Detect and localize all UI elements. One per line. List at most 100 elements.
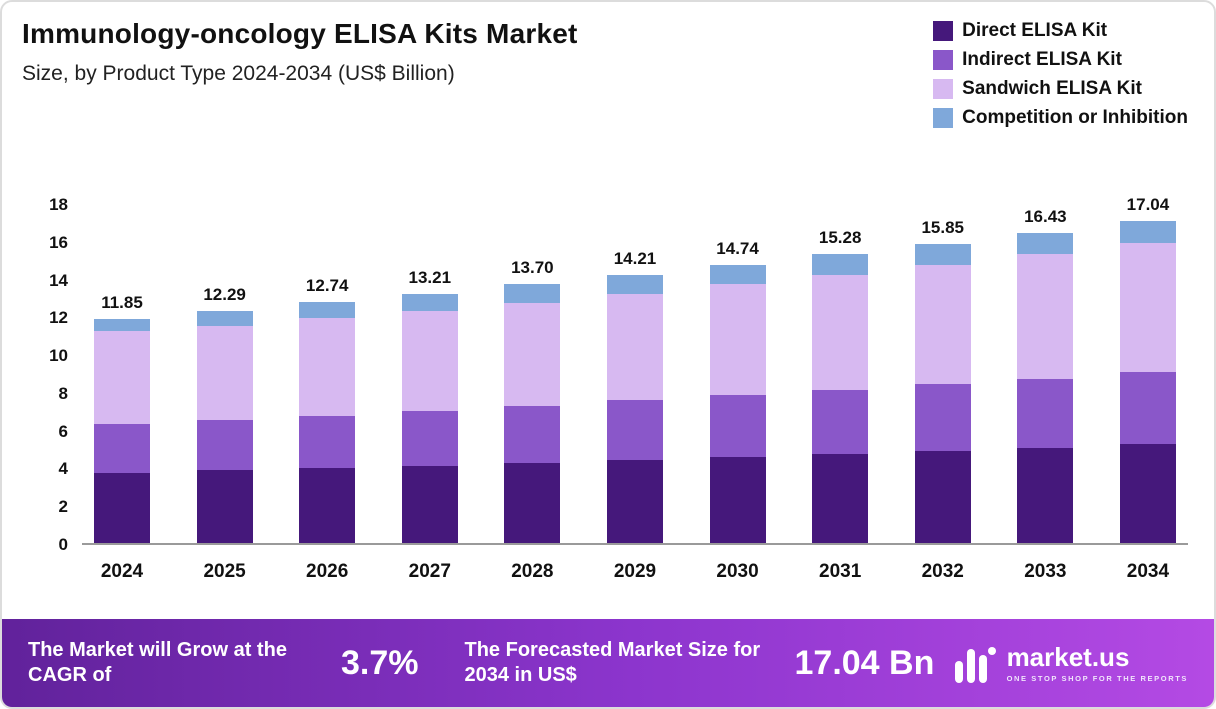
legend-swatch: [933, 21, 954, 41]
bar-segment: [1119, 221, 1176, 243]
stacked-bar: [709, 264, 766, 543]
bar-group: 13.70 2028: [504, 258, 561, 582]
x-axis-label: 2024: [100, 561, 144, 582]
bar-total-label: 12.74: [305, 276, 349, 296]
bar-segment: [504, 462, 561, 543]
x-axis-label: 2025: [203, 561, 246, 582]
x-axis-label: 2031: [819, 561, 862, 582]
stacked-bar: [504, 284, 561, 543]
stacked-bar: [401, 293, 458, 543]
bar-segment: [299, 468, 356, 543]
bar-group: 15.85 2032: [914, 217, 971, 582]
bar-segment: [606, 400, 663, 460]
bar-total-label: 15.85: [921, 217, 965, 237]
bar-segment: [1017, 447, 1074, 543]
bar-group: 12.29 2025: [196, 284, 253, 582]
bar-segment: [914, 384, 971, 452]
bar-segment: [504, 284, 561, 304]
cagr-value: 3.7%: [341, 643, 419, 682]
legend-swatch: [933, 50, 954, 70]
legend-label: Competition or Inhibition: [962, 107, 1188, 128]
bar-segment: [709, 394, 766, 458]
legend-item: Direct ELISA Kit: [933, 20, 1188, 42]
bar-group: 13.21 2027: [401, 267, 458, 582]
bar-segment: [812, 454, 869, 543]
legend: Direct ELISA Kit Indirect ELISA Kit Sandwi…: [933, 18, 1188, 129]
x-axis-label: 2026: [306, 561, 349, 582]
bar-segment: [812, 390, 869, 455]
plot-area: 11.85 2024 12.29 2025 12.74 2026 13.21 2027 13.7…: [82, 195, 1188, 582]
y-tick-label: 10: [49, 346, 68, 366]
bar-group: 15.28 2031: [812, 228, 869, 582]
bar-segment: [504, 303, 561, 407]
y-tick-label: 6: [58, 421, 68, 441]
x-axis-label: 2034: [1126, 561, 1170, 582]
legend-label: Direct ELISA Kit: [962, 20, 1108, 41]
bar-segment: [709, 284, 766, 395]
bar-segment: [1017, 232, 1074, 255]
bar-segment: [914, 243, 971, 266]
bar-segment: [94, 319, 150, 332]
y-tick-label: 16: [49, 232, 68, 252]
bar-group: 16.43 2033: [1017, 207, 1074, 582]
bar-group: 11.85 2024: [94, 293, 150, 582]
bar-segment: [94, 424, 150, 474]
y-tick-label: 0: [58, 535, 68, 554]
bar-segment: [94, 331, 150, 425]
forecast-value: 17.04 Bn: [794, 643, 935, 682]
legend-item: Competition or Inhibition: [933, 107, 1188, 129]
bar-segment: [299, 318, 356, 416]
bar-segment: [914, 451, 971, 543]
y-axis: 18 16 14 12 10 8 6 4 2 0: [30, 195, 74, 554]
bar-total-label: 13.70: [511, 258, 554, 278]
x-axis-label: 2030: [716, 561, 759, 582]
stacked-bar: [914, 243, 971, 543]
footer-banner: The Market will Grow at the CAGR of 3.7%…: [2, 619, 1214, 707]
bar-total-label: 14.74: [716, 238, 759, 258]
stacked-bar: [1119, 221, 1176, 543]
stacked-bar: [196, 310, 253, 543]
bar-segment: [196, 470, 253, 543]
y-tick-label: 18: [49, 195, 68, 214]
bar-group: 14.74 2030: [709, 238, 766, 582]
forecast-label: The Forecasted Market Size for 2034 in U…: [464, 639, 761, 686]
y-tick-label: 12: [49, 308, 68, 328]
stacked-bar: [606, 274, 663, 543]
bar-segment: [504, 406, 561, 463]
bar-segment: [1017, 378, 1074, 448]
bar-total-label: 12.29: [203, 284, 246, 304]
bar-total-label: 13.21: [408, 267, 452, 287]
x-axis-label: 2027: [408, 561, 451, 582]
bar-segment: [1119, 443, 1176, 543]
bar-segment: [401, 310, 458, 411]
bar-segment: [709, 264, 766, 285]
bar-segment: [1017, 254, 1074, 379]
bar-total-label: 17.04: [1126, 195, 1170, 215]
chart-subtitle: Size, by Product Type 2024-2034 (US$ Bil…: [22, 62, 455, 85]
y-tick-label: 8: [58, 383, 68, 403]
bar-segment: [1119, 242, 1176, 373]
legend-label: Sandwich ELISA Kit: [962, 78, 1142, 99]
stacked-bar: [299, 302, 356, 543]
y-tick-label: 4: [58, 459, 68, 479]
bar-chart: 18 16 14 12 10 8 6 4 2 0 11.85 2024 12.29 2025 12.74 2…: [2, 195, 1214, 582]
bar-total-label: 14.21: [613, 248, 657, 268]
bar-segment: [299, 302, 356, 319]
marketus-logo-icon: [954, 647, 996, 683]
legend-item: Indirect ELISA Kit: [933, 49, 1188, 71]
page-title: Immunology-oncology ELISA Kits Market: [22, 18, 578, 49]
bar-segment: [812, 274, 869, 391]
bar-group: 12.74 2026: [299, 276, 356, 582]
bar-total-label: 11.85: [101, 293, 143, 313]
bar-segment: [401, 293, 458, 311]
bar-segment: [401, 465, 458, 543]
bar-group: 14.21 2029: [606, 248, 663, 582]
bar-segment: [196, 420, 253, 471]
bar-segment: [606, 293, 663, 401]
bar-segment: [1119, 372, 1176, 444]
y-tick-label: 2: [58, 497, 68, 517]
x-axis-label: 2033: [1024, 561, 1067, 582]
bar-total-label: 15.28: [818, 228, 862, 248]
title-block: Immunology-oncology ELISA Kits Market Si…: [22, 18, 578, 86]
